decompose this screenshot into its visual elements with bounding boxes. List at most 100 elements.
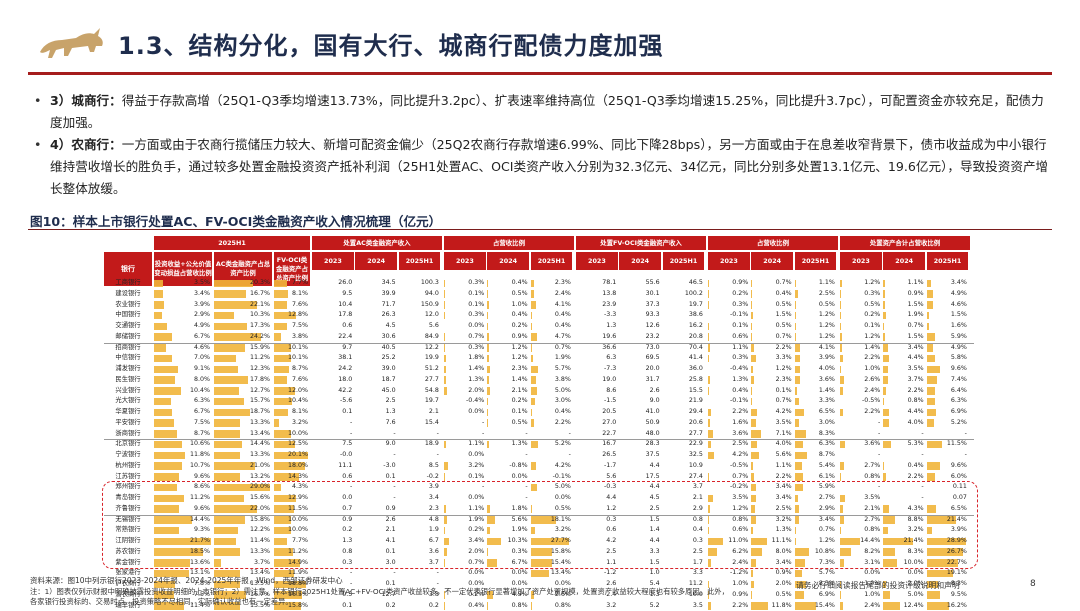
group-header-2025h1: 2025H1	[154, 236, 310, 250]
ratio-cell: 17.3%	[214, 321, 270, 332]
value-cell: 0.0%	[840, 568, 880, 579]
ratio-cell: 10.4%	[154, 386, 210, 397]
value-cell: 0.4%	[883, 461, 923, 472]
value-cell: 0.4%	[531, 321, 571, 332]
ratio-cell: 12.7%	[214, 386, 270, 397]
value-cell: -	[927, 429, 967, 440]
ratio-cell: 11.8%	[154, 450, 210, 461]
value-cell: 26.3	[355, 310, 395, 321]
value-cell: 8.5	[399, 461, 439, 472]
value-cell: 9.0	[355, 439, 395, 450]
value-cell: 84.9	[399, 332, 439, 343]
value-cell: 0.3%	[708, 353, 748, 364]
value-cell: 0.4%	[751, 289, 791, 300]
value-cell: 0.3%	[840, 289, 880, 300]
value-cell: 0.4%	[531, 310, 571, 321]
value-cell: 3.6%	[708, 429, 748, 440]
value-cell: -1.2%	[708, 568, 748, 579]
value-cell: -	[840, 450, 880, 461]
ratio-cell: 10.6%	[154, 439, 210, 450]
value-cell: 0.3%	[444, 343, 484, 354]
value-cell: 25.8	[663, 375, 703, 386]
value-cell: 3.6%	[795, 375, 835, 386]
value-cell: 1.4%	[487, 375, 527, 386]
value-cell: 23.2	[619, 332, 659, 343]
value-cell: 94.0	[399, 289, 439, 300]
value-cell: 6.3%	[795, 439, 835, 450]
value-cell: 41.4	[663, 353, 703, 364]
value-cell: 9.0	[619, 396, 659, 407]
value-cell: -0.8%	[487, 461, 527, 472]
value-cell: -	[927, 450, 967, 461]
value-cell: 1.3%	[708, 375, 748, 386]
value-cell: 31.7	[619, 375, 659, 386]
value-cell: 15.5	[663, 386, 703, 397]
ratio-cell: 22.1%	[214, 300, 270, 311]
ratio-cell: 7.6%	[274, 300, 308, 311]
value-cell: 0.3%	[444, 310, 484, 321]
ratio-cell: 20.3%	[214, 278, 270, 289]
ratio-cell: 13.3%	[214, 418, 270, 429]
value-cell: 3.7%	[883, 375, 923, 386]
ratio-cell: 7.5%	[154, 418, 210, 429]
value-cell: 2.4%	[840, 386, 880, 397]
year-header: 2025H1	[531, 252, 573, 270]
value-cell: 18.7	[355, 375, 395, 386]
page-title: 1.3、结构分化，国有大行、城商行配债力度加强	[118, 26, 664, 61]
value-cell: -0.5%	[840, 396, 880, 407]
value-cell: 45.0	[355, 386, 395, 397]
value-cell: -	[487, 450, 527, 461]
bank-name: 邮储银行	[104, 332, 152, 343]
value-cell: 0.1%	[751, 386, 791, 397]
value-cell: 18.0	[312, 375, 352, 386]
value-cell: 3.0%	[531, 396, 571, 407]
value-cell: 0.1%	[444, 289, 484, 300]
value-cell: 18.9	[399, 439, 439, 450]
value-cell: 5.8%	[927, 353, 967, 364]
value-cell: 1.1%	[795, 278, 835, 289]
bank-name: 民生银行	[104, 375, 152, 386]
value-cell: 37.5	[619, 450, 659, 461]
value-cell: 39.0	[355, 364, 395, 375]
value-cell: 100.2	[663, 289, 703, 300]
value-cell: 0.5%	[840, 300, 880, 311]
year-header: 2024	[883, 252, 925, 270]
value-cell: 2.6	[619, 386, 659, 397]
disclaimer: 请务必仔细阅读报告尾部的投资评级说明和声明	[796, 580, 960, 591]
value-cell: 2.1	[399, 407, 439, 418]
value-cell: 1.0	[619, 568, 659, 579]
year-header: 2025H1	[663, 252, 705, 270]
bullet-head: 4）农商行：	[50, 137, 122, 152]
ratio-cell: 2.9%	[154, 310, 210, 321]
value-cell: 2.2%	[840, 407, 880, 418]
ratio-cell: 20.1%	[274, 450, 308, 461]
ratio-cell: 10.7%	[154, 461, 210, 472]
value-cell: 2.0%	[444, 386, 484, 397]
ratio-cell: 10.1%	[274, 353, 308, 364]
value-cell: 38.1	[312, 353, 352, 364]
ratio-cell: 24.2%	[214, 332, 270, 343]
value-cell: 0.0%	[487, 568, 527, 579]
value-cell: 1.1%	[883, 278, 923, 289]
value-cell: 2.2%	[883, 386, 923, 397]
section-header-4: 占营收比例	[708, 236, 838, 250]
value-cell: 3.5%	[883, 364, 923, 375]
value-cell: 15.4%	[795, 601, 835, 611]
ratio-cell: 3.2%	[274, 418, 308, 429]
value-cell: 36.0	[663, 364, 703, 375]
value-cell: 36.6	[576, 343, 616, 354]
value-cell: 3.3%	[795, 396, 835, 407]
value-cell: 1.5%	[927, 310, 967, 321]
value-cell: 1.2%	[487, 343, 527, 354]
value-cell: 22.9	[663, 439, 703, 450]
value-cell: -	[531, 429, 571, 440]
bank-name: 工商银行	[104, 278, 152, 289]
ratio-cell: 3.5%	[154, 278, 210, 289]
value-cell: 3.8%	[531, 375, 571, 386]
value-cell: 0.5%	[795, 300, 835, 311]
ratio-cell: 4.6%	[154, 343, 210, 354]
value-cell: 0.0%	[444, 450, 484, 461]
value-cell: 51.2	[399, 364, 439, 375]
